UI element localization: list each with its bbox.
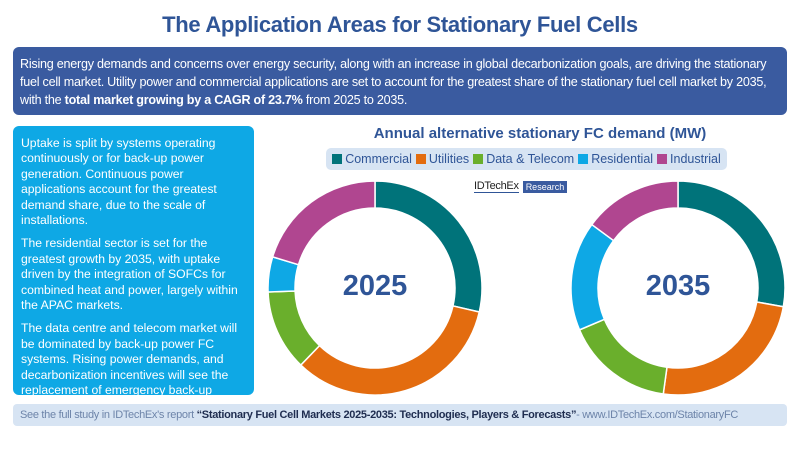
donut-segment-industrial [590, 180, 679, 242]
logo-badge: Research [522, 180, 568, 193]
intro-text: Rising energy demands and concerns over … [20, 57, 767, 107]
donut-chart-2025 [267, 180, 483, 396]
insights-panel: Uptake is split by systems operating con… [13, 126, 254, 413]
donut-segment-data-telecom [578, 318, 668, 395]
donut-center-label-2035: 2035 [645, 270, 711, 302]
donut-segment-data-telecom [267, 290, 321, 367]
legend-item-industrial: Industrial [657, 152, 721, 166]
idtechex-logo: IDTechEx Research [474, 180, 568, 193]
legend-label: Industrial [670, 152, 721, 166]
legend-swatch [473, 154, 484, 164]
legend-label: Data & Telecom [486, 152, 575, 166]
insight-paragraph: Uptake is split by systems operating con… [21, 136, 217, 228]
donut-chart-2035 [570, 180, 786, 396]
donut-segment-utilities [662, 301, 785, 396]
insight-paragraph: The residential sector is set for the gr… [21, 236, 238, 313]
logo-text: IDTechEx [474, 180, 519, 193]
intro-panel: Rising energy demands and concerns over … [13, 47, 787, 115]
legend-label: Utilities [428, 152, 470, 166]
footer-url[interactable]: - www.IDTechEx.com/StationaryFC [576, 409, 739, 421]
insight-paragraph: The data centre and telecom market will … [21, 321, 238, 412]
footer-prefix: See the full study in IDTechEx's report [20, 409, 194, 421]
intro-text-end: from 2025 to 2035. [302, 93, 408, 107]
legend-item-data-telecom: Data & Telecom [473, 152, 574, 166]
chart-title: Annual alternative stationary FC demand … [373, 125, 707, 142]
donut-segment-industrial [271, 180, 376, 266]
legend-swatch [578, 154, 589, 164]
chart-legend: Commercial Utilities Data & Telecom Resi… [326, 148, 727, 170]
donut-segment-residential [570, 223, 615, 331]
legend-item-commercial: Commercial [332, 152, 412, 166]
page-title: The Application Areas for Stationary Fue… [162, 12, 638, 37]
legend-swatch [415, 154, 426, 164]
donut-center-label-2025: 2025 [342, 270, 408, 302]
legend-item-utilities: Utilities [415, 152, 470, 166]
legend-label: Residential [591, 152, 654, 166]
donut-segment-utilities [299, 305, 481, 396]
footer-report-link[interactable]: “Stationary Fuel Cell Markets 2025-2035:… [196, 409, 577, 421]
intro-highlight: total market growing by a CAGR of 23.7% [64, 93, 303, 107]
legend-label: Commercial [345, 152, 412, 166]
footer-source: See the full study in IDTechEx's report … [13, 404, 787, 426]
legend-swatch [332, 154, 343, 164]
legend-swatch [657, 154, 668, 164]
legend-item-residential: Residential [578, 152, 653, 166]
